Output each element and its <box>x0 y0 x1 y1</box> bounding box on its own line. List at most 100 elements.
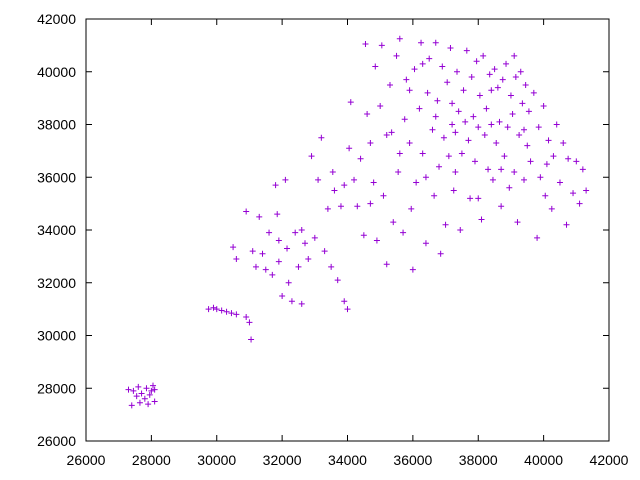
data-point <box>284 245 291 252</box>
data-point <box>522 81 529 88</box>
data-point <box>388 129 395 136</box>
data-point <box>302 240 309 247</box>
data-point <box>372 63 379 70</box>
data-point <box>205 306 212 313</box>
data-point <box>504 124 511 131</box>
data-point <box>440 134 447 141</box>
data-point <box>535 124 542 131</box>
data-point <box>305 256 312 263</box>
data-point <box>527 158 534 165</box>
data-point <box>135 383 142 390</box>
data-point <box>480 52 487 59</box>
data-point <box>449 100 456 107</box>
data-point <box>318 134 325 141</box>
y-tick-label: 30000 <box>37 328 76 344</box>
data-point <box>509 110 516 117</box>
data-point <box>521 176 528 183</box>
data-point <box>486 71 493 78</box>
data-point <box>452 168 459 175</box>
data-point <box>308 153 315 160</box>
data-point <box>315 176 322 183</box>
y-tick-label: 34000 <box>37 222 76 238</box>
data-point <box>422 174 429 181</box>
x-tick-label: 32000 <box>263 452 302 468</box>
data-point <box>579 166 586 173</box>
data-point <box>143 385 150 392</box>
data-point <box>331 187 338 194</box>
y-tick-label: 32000 <box>37 275 76 291</box>
data-point <box>266 229 273 236</box>
y-tick-label: 38000 <box>37 117 76 133</box>
data-point <box>454 68 461 75</box>
data-point <box>272 182 279 189</box>
data-point <box>470 113 477 120</box>
data-point <box>125 386 132 393</box>
data-point <box>409 266 416 273</box>
data-point <box>138 390 145 397</box>
data-point <box>534 234 541 241</box>
data-point <box>396 35 403 42</box>
data-point <box>141 395 148 402</box>
data-point <box>408 205 415 212</box>
data-point <box>275 258 282 265</box>
data-point <box>252 263 259 270</box>
data-point <box>233 256 240 263</box>
x-tick-label: 34000 <box>328 452 367 468</box>
data-point <box>452 129 459 136</box>
data-point <box>432 39 439 46</box>
data-point <box>393 52 400 59</box>
data-point <box>570 190 577 197</box>
y-tick-label: 36000 <box>37 169 76 185</box>
data-point <box>282 176 289 183</box>
data-point <box>233 311 240 318</box>
data-point <box>298 227 305 233</box>
data-point <box>445 153 452 160</box>
data-point <box>354 203 361 210</box>
y-tick-label: 40000 <box>37 64 76 80</box>
data-point <box>524 142 531 149</box>
data-point <box>542 192 549 199</box>
data-point <box>403 76 410 83</box>
data-point <box>321 248 328 255</box>
data-point <box>246 319 253 326</box>
data-point <box>447 45 454 52</box>
data-point <box>525 108 532 115</box>
data-point <box>488 87 495 94</box>
data-point <box>396 150 403 157</box>
data-point <box>373 237 380 244</box>
data-point <box>341 298 348 305</box>
data-point <box>360 232 367 239</box>
data-point <box>565 155 572 162</box>
data-point <box>432 113 439 120</box>
data-point <box>455 108 462 115</box>
data-point <box>416 105 423 112</box>
data-point <box>512 74 519 81</box>
data-point <box>473 58 480 65</box>
data-point <box>341 182 348 189</box>
data-point <box>463 47 470 54</box>
data-point <box>213 306 220 313</box>
data-point <box>519 100 526 107</box>
data-point <box>259 250 266 257</box>
data-point <box>243 208 250 215</box>
data-point <box>324 205 331 212</box>
data-point <box>498 166 505 173</box>
data-point <box>501 153 508 160</box>
data-point <box>517 68 524 75</box>
data-point <box>491 66 498 73</box>
data-point <box>468 74 475 81</box>
data-point <box>483 105 490 112</box>
data-point <box>151 386 158 393</box>
data-point <box>540 103 547 110</box>
data-point <box>521 126 528 133</box>
data-point <box>329 168 336 175</box>
data-point <box>148 387 155 394</box>
data-point <box>150 382 157 389</box>
data-point <box>563 221 570 228</box>
data-point <box>436 163 443 170</box>
data-point <box>553 121 560 128</box>
data-point <box>493 139 500 146</box>
data-point <box>419 60 426 67</box>
data-point <box>256 213 263 220</box>
data-point <box>530 89 537 96</box>
